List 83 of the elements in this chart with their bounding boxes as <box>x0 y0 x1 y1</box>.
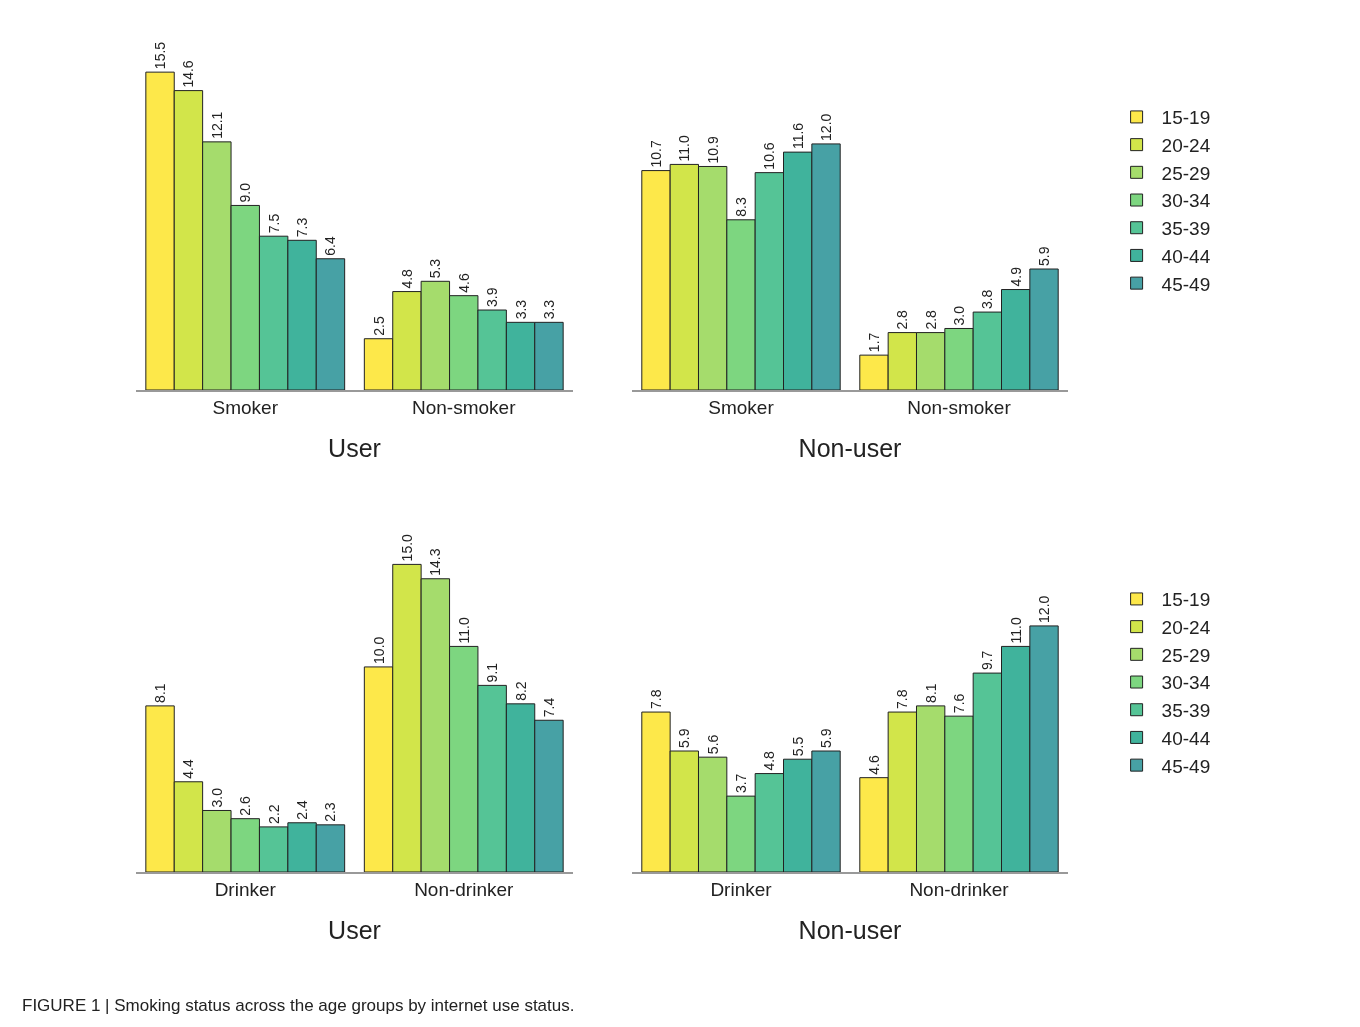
data-label: 2.2 <box>265 804 282 824</box>
data-label: 14.6 <box>180 60 197 88</box>
data-label: 4.9 <box>1007 266 1024 287</box>
data-label: 9.0 <box>237 182 254 203</box>
data-label: 7.4 <box>540 697 557 718</box>
data-label: 6.4 <box>322 236 339 256</box>
data-label: 12.0 <box>1036 595 1053 623</box>
data-label: 5.5 <box>789 736 806 757</box>
data-label: 2.4 <box>294 800 311 820</box>
data-label: 5.9 <box>676 728 693 749</box>
data-label: 7.6 <box>951 693 967 714</box>
x-axis-title: User <box>328 434 381 463</box>
data-label: 3.8 <box>979 289 996 310</box>
legend-label: 35-39 <box>1161 218 1211 240</box>
data-label: 5.9 <box>1036 246 1053 267</box>
data-label: 10.0 <box>370 636 387 664</box>
data-label: 15.0 <box>398 533 415 562</box>
legend-label: 25-29 <box>1161 644 1211 666</box>
data-label: 5.9 <box>818 728 835 749</box>
data-label: 3.0 <box>951 305 967 326</box>
caption: FIGURE 1 | Smoking status across the age groups by internet use status. <box>22 996 575 1016</box>
legend-label: 15-19 <box>1161 589 1211 611</box>
data-label: 10.9 <box>704 136 721 164</box>
data-label: 1.7 <box>865 332 882 353</box>
data-label: 2.8 <box>922 309 939 330</box>
data-label: 8.2 <box>512 681 529 701</box>
legend-label: 35-39 <box>1161 700 1211 722</box>
data-label: 14.3 <box>427 548 444 576</box>
data-label: 4.6 <box>865 754 882 775</box>
data-label: 11.6 <box>789 122 806 150</box>
data-label: 10.7 <box>647 140 664 168</box>
x-axis-title: Non-user <box>798 434 902 463</box>
data-label: 3.9 <box>484 287 501 308</box>
x-tick-label: Smoker <box>708 397 775 419</box>
x-tick-label: Drinker <box>214 879 277 901</box>
data-label: 11.0 <box>1007 617 1024 644</box>
data-label: 3.3 <box>540 299 557 320</box>
x-axis-title: User <box>328 916 381 945</box>
x-tick-label: Non-smoker <box>907 397 1012 419</box>
legend-label: 20-24 <box>1161 617 1211 639</box>
data-label: 2.5 <box>370 316 387 336</box>
x-tick-label: Non-drinker <box>909 879 1010 901</box>
data-label: 12.0 <box>818 113 835 141</box>
x-tick-label: Drinker <box>710 879 773 901</box>
data-label: 9.1 <box>484 662 501 683</box>
data-label: 2.8 <box>894 309 911 330</box>
legend-label: 45-49 <box>1161 755 1211 777</box>
data-label: 2.3 <box>322 802 339 822</box>
data-label: 5.3 <box>427 258 444 279</box>
data-label: 7.3 <box>294 217 311 238</box>
x-tick-label: Non-smoker <box>412 397 517 419</box>
x-tick-label: Non-drinker <box>414 879 515 901</box>
legend-label: 20-24 <box>1161 135 1211 157</box>
legend-label: 15-19 <box>1161 107 1211 129</box>
data-label: 3.3 <box>512 299 529 320</box>
data-label: 4.6 <box>455 272 472 293</box>
data-label: 7.5 <box>265 213 282 234</box>
data-label: 15.5 <box>152 41 169 70</box>
data-label: 8.1 <box>922 683 939 703</box>
legend-label: 25-29 <box>1161 162 1211 184</box>
data-label: 2.6 <box>237 796 254 816</box>
data-label: 4.4 <box>180 759 197 779</box>
data-label: 8.1 <box>152 683 169 703</box>
data-label: 4.8 <box>398 268 415 289</box>
data-label: 3.0 <box>208 787 225 808</box>
data-label: 8.3 <box>733 197 749 217</box>
data-label: 11.0 <box>676 135 693 162</box>
data-label: 12.1 <box>208 111 225 139</box>
data-label: 7.8 <box>647 689 664 710</box>
x-axis-title: Non-user <box>798 916 902 945</box>
data-label: 7.8 <box>894 689 911 710</box>
data-label: 4.8 <box>761 750 778 771</box>
legend-label: 45-49 <box>1161 273 1211 295</box>
data-label: 3.7 <box>733 773 749 794</box>
legend-label: 40-44 <box>1161 727 1211 749</box>
x-tick-label: Smoker <box>212 397 279 419</box>
data-label: 11.0 <box>455 617 472 644</box>
data-label: 10.6 <box>761 142 778 170</box>
legend-label: 30-34 <box>1161 672 1211 694</box>
data-label: 5.6 <box>704 734 721 755</box>
legend-label: 30-34 <box>1161 190 1211 212</box>
data-label: 9.7 <box>979 650 996 671</box>
legend-label: 40-44 <box>1161 245 1211 267</box>
